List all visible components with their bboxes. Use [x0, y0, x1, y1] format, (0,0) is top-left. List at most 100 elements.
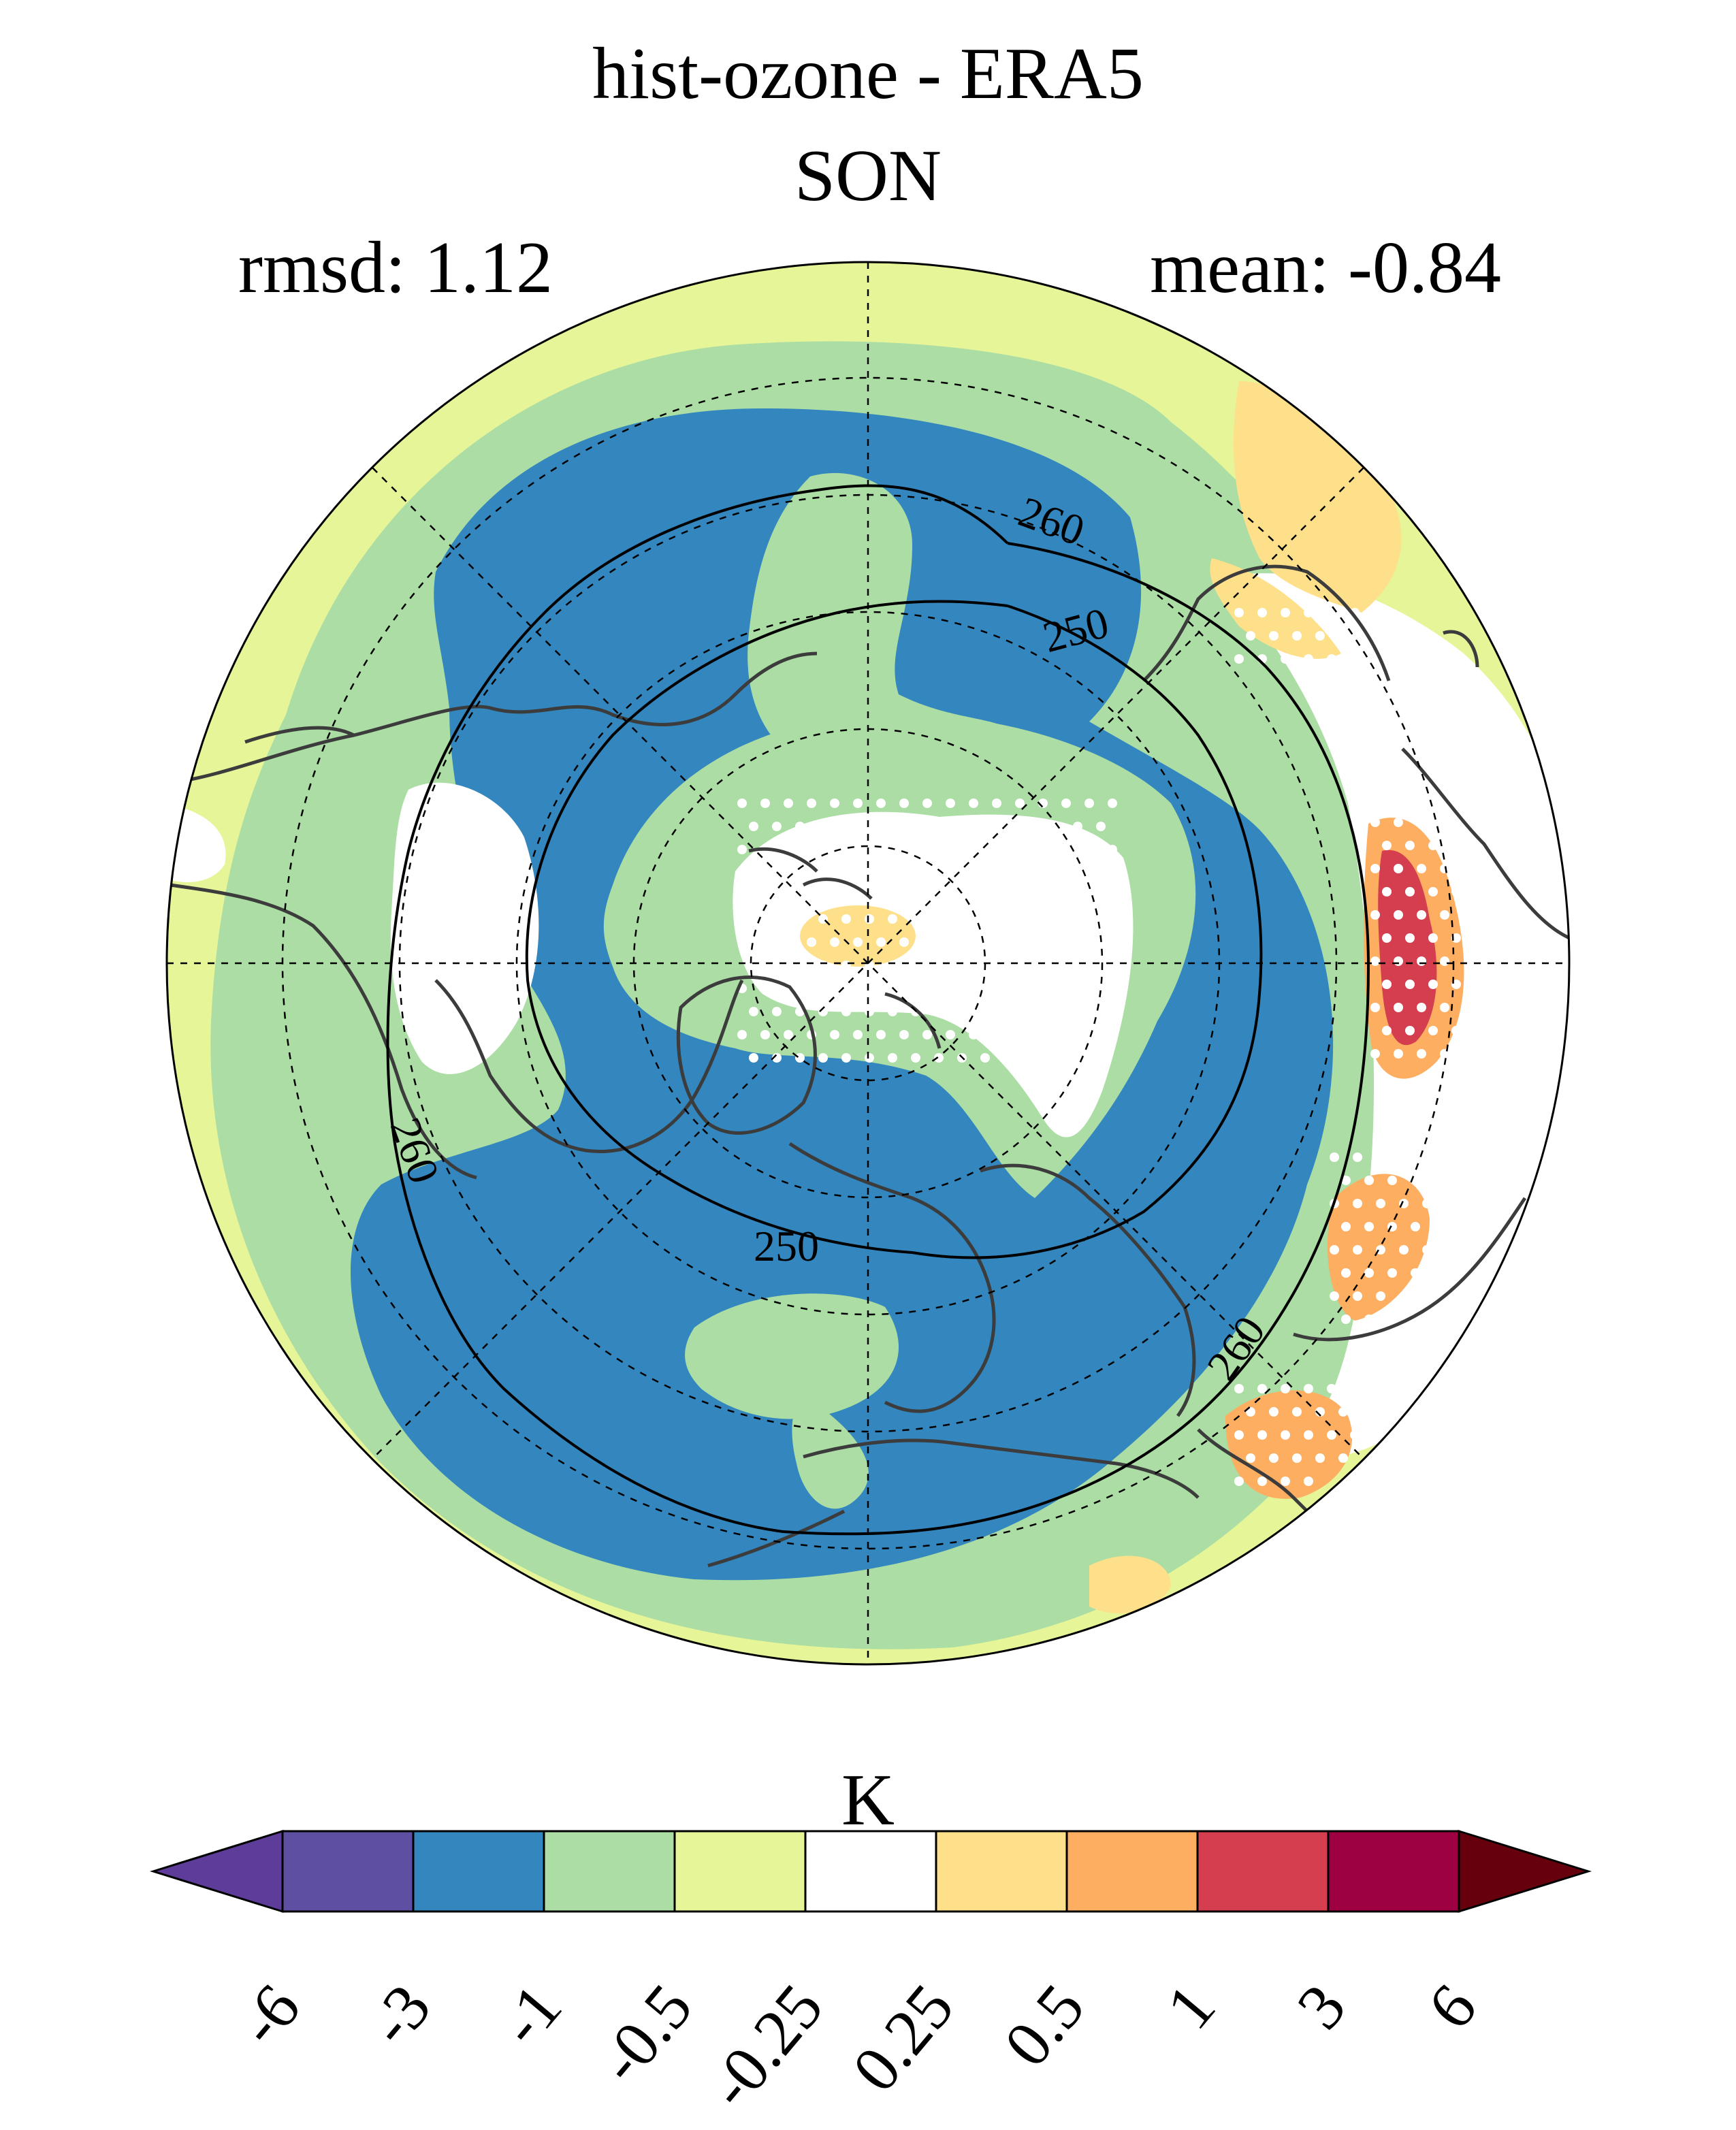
stipple-dot: [1315, 1407, 1325, 1417]
stipple-dot: [934, 961, 944, 970]
stipple-dot: [424, 872, 434, 882]
stipple-dot: [992, 891, 1001, 901]
stipple-dot: [957, 822, 967, 831]
stipple-dot: [470, 1011, 480, 1020]
stipple-dot: [1050, 914, 1059, 924]
stipple-dot: [784, 1030, 793, 1039]
stipple-dot: [1327, 1430, 1336, 1440]
stipple-dot: [1015, 984, 1025, 993]
stipple-dot: [934, 914, 944, 924]
stipple-dot: [737, 845, 747, 854]
stipple-dot: [772, 961, 782, 970]
stipple-dot: [795, 1053, 805, 1063]
stipple-dot: [911, 914, 920, 924]
stipple-dot: [1084, 937, 1094, 947]
colorbar-tick-label: 0.5: [990, 1971, 1098, 2080]
map-boundary: [165, 261, 1571, 1666]
stipple-dot: [888, 1053, 897, 1063]
colorbar-tick-label: 0.25: [838, 1971, 967, 2105]
stipple-dot: [888, 868, 897, 877]
stipple-dot: [1440, 910, 1449, 920]
coast-asia-east: [1142, 564, 1569, 941]
title-line-2: SON: [794, 135, 942, 216]
stipple-dot: [818, 868, 828, 877]
stipple-dot: [1405, 980, 1415, 989]
colorbar-box: [1065, 1830, 1199, 1913]
stipple-dot: [1370, 1049, 1380, 1059]
stipple-dot: [1015, 891, 1025, 901]
stipple-dot: [980, 1007, 990, 1016]
stipple-dot: [1096, 868, 1106, 877]
stipple-dot: [1376, 1199, 1385, 1208]
stipple-dot: [1050, 868, 1059, 877]
stipple-dot: [1304, 1430, 1313, 1440]
stipple-dot: [1096, 1053, 1106, 1063]
stipple-dot: [1338, 631, 1348, 641]
stipple-dot: [830, 937, 839, 947]
stipple-dot: [760, 937, 770, 947]
stipple-dot: [1353, 1199, 1362, 1208]
stipple-dot: [1038, 845, 1048, 854]
stipple-dot: [830, 845, 839, 854]
stipple-dot: [1061, 798, 1071, 808]
stipple-dot: [1003, 868, 1013, 877]
stipple-dot: [1257, 1430, 1267, 1440]
stipple-dot: [946, 891, 955, 901]
stipple-dot: [980, 822, 990, 831]
stipple-dot: [922, 984, 932, 993]
stipple-dot: [1411, 1268, 1420, 1278]
stipple-dot: [749, 822, 758, 831]
stipple-dot: [934, 1053, 944, 1063]
stipple-dot: [830, 1030, 839, 1039]
stipple-dot: [992, 937, 1001, 947]
stipple-dot: [1370, 864, 1380, 873]
stipple-dot: [969, 937, 978, 947]
stipple-dot: [436, 849, 445, 858]
stipple-dot: [795, 822, 805, 831]
stipple-dot: [1387, 1314, 1397, 1324]
stipple-dot: [1422, 1291, 1432, 1301]
stipple-dot: [1015, 937, 1025, 947]
stipple-dot: [841, 914, 851, 924]
stipple-dot: [1315, 1453, 1325, 1463]
colorbar-tick-label: -0.5: [583, 1971, 706, 2097]
mean-label: mean: -0.84: [1150, 227, 1501, 308]
stipple-dot: [1304, 608, 1313, 617]
stipple-dot: [436, 941, 445, 951]
stipple-dot: [760, 984, 770, 993]
stipple-dot: [1394, 1003, 1403, 1012]
colorbar-box: [804, 1830, 937, 1913]
stipple-dot: [1382, 980, 1392, 989]
coast-americas-west: [170, 651, 818, 785]
colorbar-box: [412, 1830, 545, 1913]
stipple-dot: [1234, 1430, 1244, 1440]
stipple-dot: [1073, 914, 1082, 924]
field-green-asia: [792, 1395, 869, 1509]
stipple-dot: [1096, 822, 1106, 831]
stipple-dot: [1327, 608, 1336, 617]
stipple-dot: [772, 1007, 782, 1016]
stipple-dot: [1073, 1053, 1082, 1063]
stipple-dot: [494, 965, 503, 974]
stipple-dot: [1428, 841, 1438, 850]
stipple-dot: [1257, 608, 1267, 617]
stipple-dot: [1330, 1291, 1339, 1301]
stipple-dot: [865, 868, 874, 877]
stipple-dot: [1292, 1407, 1302, 1417]
stipple-dot: [876, 984, 886, 993]
stipple-dot: [899, 798, 909, 808]
field-yellow-pole: [800, 905, 916, 967]
stipple-dot: [934, 822, 944, 831]
stipple-dot: [470, 965, 480, 974]
stipple-dot: [922, 798, 932, 808]
stipple-dot: [1353, 1245, 1362, 1255]
stipple-dot: [980, 1053, 990, 1063]
stipple-dot: [1338, 1407, 1348, 1417]
title-line-1: hist-ozone - ERA5: [592, 33, 1144, 114]
stipple-dot: [1364, 1268, 1374, 1278]
stipple-dot: [969, 984, 978, 993]
stipple-dot: [1108, 937, 1117, 947]
field-green-atlantic: [685, 1293, 899, 1419]
stipple-dot: [482, 988, 492, 997]
stipple-dot: [749, 868, 758, 877]
